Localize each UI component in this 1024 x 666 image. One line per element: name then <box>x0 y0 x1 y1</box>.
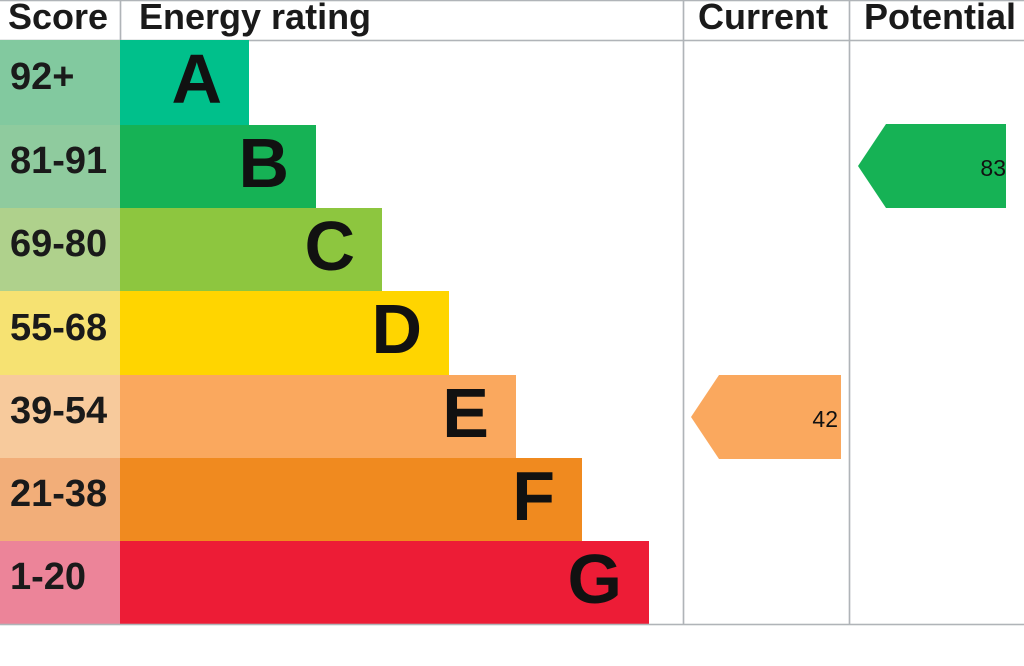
svg-text:83: 83 <box>980 155 1006 181</box>
svg-text:42: 42 <box>812 406 838 432</box>
